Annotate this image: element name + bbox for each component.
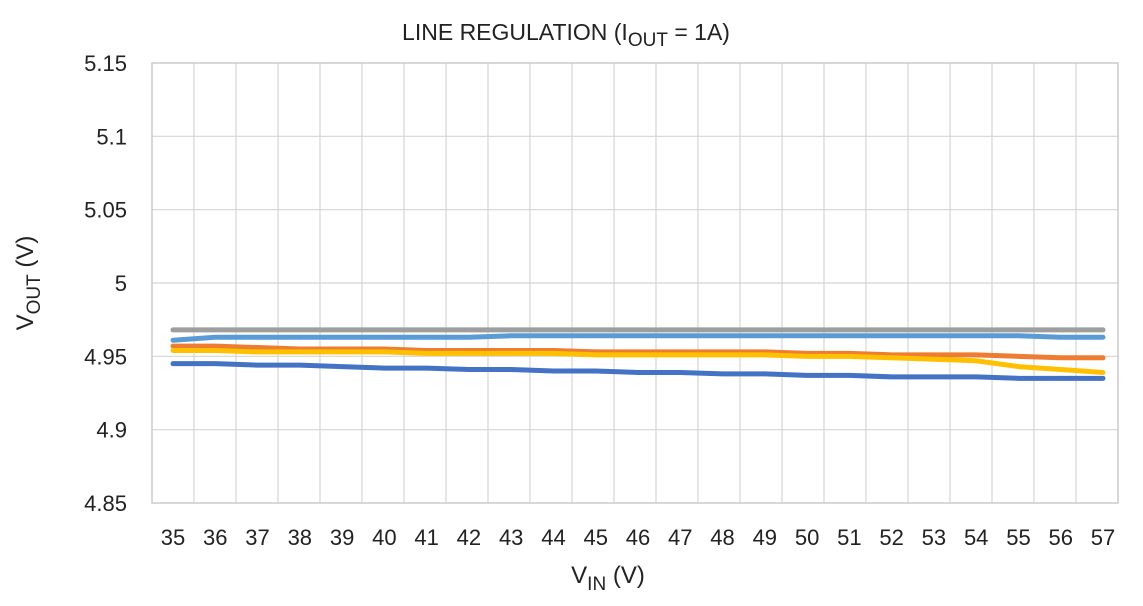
x-tick-label: 41 bbox=[414, 525, 438, 550]
y-tick-label: 5 bbox=[115, 271, 127, 296]
x-tick-label: 40 bbox=[372, 525, 396, 550]
y-axis-title: VOUT (V) bbox=[12, 236, 45, 331]
x-tick-label: 43 bbox=[499, 525, 523, 550]
x-axis-title-main: V bbox=[571, 562, 587, 589]
x-tick-labels: 35 36 37 38 39 40 41 42 43 44 45 46 47 48 49 50 51 52 53 54… bbox=[161, 525, 1115, 550]
x-tick-label: 49 bbox=[753, 525, 777, 550]
chart-title: LINE REGULATION (IOUT = 1A) bbox=[402, 19, 730, 51]
y-axis-title-main: V bbox=[12, 314, 39, 330]
x-axis-title-suffix: (V) bbox=[606, 562, 645, 589]
x-tick-label: 50 bbox=[795, 525, 819, 550]
y-axis-title-suffix: (V) bbox=[12, 236, 39, 275]
series-lines bbox=[170, 327, 1106, 381]
y-tick-labels: 4.85 4.9 4.95 5 5.05 5.1 5.15 bbox=[84, 51, 127, 516]
x-tick-label: 46 bbox=[626, 525, 650, 550]
y-axis-title-subscript: OUT bbox=[24, 274, 45, 315]
series-line-3 bbox=[170, 347, 1106, 375]
x-tick-label: 47 bbox=[668, 525, 692, 550]
chart-title-subscript: OUT bbox=[628, 30, 669, 51]
x-tick-label: 57 bbox=[1091, 525, 1115, 550]
x-axis-title-subscript: IN bbox=[587, 574, 606, 595]
series-line-4 bbox=[170, 361, 1106, 381]
y-tick-label: 5.1 bbox=[96, 124, 127, 149]
series-line-2 bbox=[170, 343, 1106, 361]
x-tick-label: 39 bbox=[330, 525, 354, 550]
chart-title-prefix: LINE REGULATION (I bbox=[402, 19, 628, 45]
x-tick-label: 37 bbox=[245, 525, 269, 550]
x-tick-label: 52 bbox=[879, 525, 903, 550]
x-tick-label: 48 bbox=[710, 525, 734, 550]
grid-lines bbox=[152, 63, 1118, 503]
y-tick-label: 4.85 bbox=[84, 491, 127, 516]
y-tick-label: 5.05 bbox=[84, 198, 127, 223]
y-tick-label: 5.15 bbox=[84, 51, 127, 76]
x-axis-title: VIN (V) bbox=[571, 562, 645, 595]
x-tick-label: 44 bbox=[541, 525, 565, 550]
x-tick-label: 35 bbox=[161, 525, 185, 550]
x-tick-label: 42 bbox=[457, 525, 481, 550]
x-tick-label: 55 bbox=[1006, 525, 1030, 550]
series-line-5 bbox=[170, 333, 1106, 343]
y-tick-label: 4.9 bbox=[96, 418, 127, 443]
y-tick-label: 4.95 bbox=[84, 344, 127, 369]
x-tick-label: 56 bbox=[1048, 525, 1072, 550]
x-tick-label: 53 bbox=[922, 525, 946, 550]
x-tick-label: 36 bbox=[203, 525, 227, 550]
x-tick-label: 45 bbox=[583, 525, 607, 550]
x-tick-label: 51 bbox=[837, 525, 861, 550]
plot-area-border bbox=[151, 62, 1119, 504]
x-tick-label: 54 bbox=[964, 525, 988, 550]
chart-title-suffix: = 1A) bbox=[668, 19, 730, 45]
x-tick-label: 38 bbox=[288, 525, 312, 550]
